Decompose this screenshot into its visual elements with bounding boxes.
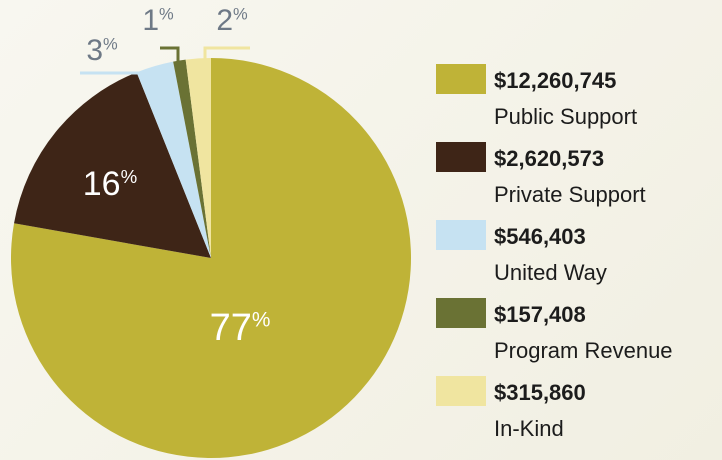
legend-label: Program Revenue [494, 338, 673, 363]
legend-label: In-Kind [494, 416, 564, 441]
slice-value: 77 [210, 307, 252, 349]
pie-slice [185, 58, 211, 258]
legend-amount: $2,620,573 [494, 146, 604, 171]
slice-unit: % [121, 166, 138, 187]
slice-value: 16 [83, 165, 121, 203]
slice-value: 3 [86, 34, 103, 67]
pie-slice [14, 72, 211, 258]
legend-amount: $546,403 [494, 224, 586, 249]
legend-amount: $315,860 [494, 380, 586, 405]
legend-swatch [436, 142, 486, 172]
legend-amount: $12,260,745 [494, 68, 616, 93]
slice-label: 1% [142, 4, 174, 37]
slice-label: 77% [210, 307, 271, 349]
slice-unit: % [233, 6, 248, 24]
leader-line [160, 46, 180, 70]
legend-swatch [436, 298, 486, 328]
slice-label: 2% [216, 4, 248, 37]
slice-unit: % [159, 6, 174, 24]
slice-unit: % [103, 36, 118, 54]
slice-value: 2 [216, 4, 233, 37]
slice-label: 16% [83, 165, 137, 203]
slice-label: 3% [86, 34, 118, 67]
slice-value: 1 [142, 4, 159, 37]
slice-unit: % [252, 309, 271, 332]
legend-swatch [436, 64, 486, 94]
legend-label: United Way [494, 260, 607, 285]
legend-label: Public Support [494, 104, 637, 129]
legend-amount: $157,408 [494, 302, 586, 327]
pie-slice [136, 61, 211, 259]
legend-swatch [436, 220, 486, 250]
legend-label: Private Support [494, 182, 646, 207]
pie-slice [173, 59, 211, 258]
leader-line [80, 68, 152, 75]
leader-line [203, 46, 250, 68]
legend-swatch [436, 376, 486, 406]
